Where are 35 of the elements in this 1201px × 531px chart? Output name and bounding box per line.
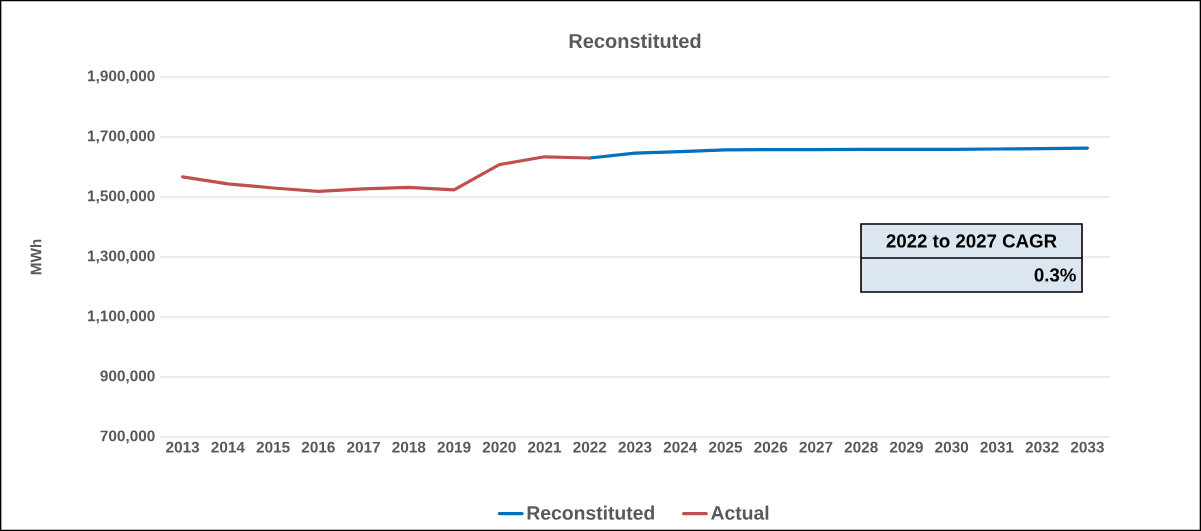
x-tick-label: 2023 — [618, 441, 652, 453]
x-tick-label: 2017 — [347, 441, 380, 453]
line-series — [181, 155, 592, 193]
x-tick-label: 2029 — [889, 441, 923, 453]
x-tick-label: 2018 — [392, 441, 426, 453]
x-tick-label: 2032 — [1025, 441, 1059, 453]
x-tick-label: 2020 — [482, 441, 516, 453]
y-axis-title: MWh — [30, 239, 42, 275]
x-tick-label: 2027 — [799, 441, 833, 453]
legend-label: Reconstituted — [527, 505, 654, 520]
y-tick-label: 1,700,000 — [88, 130, 155, 144]
x-tick-label: 2031 — [980, 441, 1014, 453]
x-tick-label: 2024 — [663, 441, 698, 453]
x-tick-label: 2014 — [211, 441, 245, 453]
x-tick-label: 2033 — [1070, 441, 1104, 453]
y-tick-label: 1,100,000 — [88, 310, 155, 324]
annotation: 2022 to 2027 CAGR — [886, 234, 1057, 248]
x-tick-label: 2026 — [754, 441, 788, 453]
x-tick-label: 2013 — [166, 441, 200, 453]
y-tick-label: 1,300,000 — [88, 250, 155, 264]
x-tick-label: 2021 — [528, 441, 562, 453]
x-tick-label: 2019 — [437, 441, 471, 453]
y-tick-label: 1,500,000 — [88, 190, 155, 204]
x-tick-label: 2025 — [708, 441, 743, 453]
chart-title: Reconstituted — [569, 33, 701, 49]
y-tick-label: 1,900,000 — [88, 70, 155, 84]
y-tick-label: 700,000 — [100, 430, 155, 444]
x-tick-label: 2016 — [301, 441, 335, 453]
x-tick-label: 2015 — [256, 441, 290, 453]
legend-label: Actual — [711, 505, 769, 520]
annotation: 0.3% — [1034, 268, 1076, 282]
x-tick-label: 2030 — [935, 441, 969, 453]
x-tick-label: 2028 — [844, 441, 878, 453]
x-tick-label: 2022 — [573, 441, 607, 453]
y-tick-label: 900,000 — [100, 370, 155, 384]
